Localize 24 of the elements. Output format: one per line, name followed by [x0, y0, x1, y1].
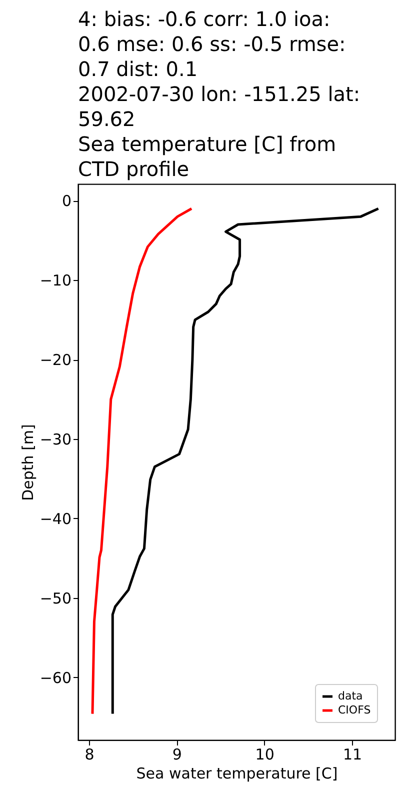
- text: 0.7 dist: 0.1: [78, 57, 198, 81]
- legend-label: data: [338, 690, 363, 702]
- y-tick-label: −50: [40, 589, 72, 608]
- y-tick-label: −30: [40, 430, 72, 448]
- text: 0.6 mse: 0.6 ss: -0.5 rmse:: [78, 32, 346, 56]
- text: 2002-07-30 lon: -151.25 lat:: [78, 82, 360, 106]
- line-series: [91, 207, 193, 716]
- x-tick-label: 11: [342, 746, 362, 764]
- text: Sea temperature [C] from: [78, 132, 336, 156]
- x-tick-label: 10: [255, 746, 274, 764]
- x-tick-label: 9: [172, 746, 182, 764]
- y-tick-label: −40: [40, 510, 72, 528]
- line-series: [111, 207, 380, 716]
- y-tick-label: −20: [40, 351, 72, 370]
- y-tick-label: −60: [40, 668, 72, 687]
- text: 59.62: [78, 107, 136, 131]
- x-tick-label: 8: [84, 746, 94, 764]
- text: CTD profile: [78, 157, 190, 181]
- x-axis-title: Sea water temperature [C]: [136, 764, 338, 782]
- y-tick-label: 0: [62, 192, 72, 210]
- text: 4: bias: -0.6 corr: 1.0 ioa:: [78, 7, 330, 31]
- y-tick-label: −10: [40, 272, 72, 290]
- legend-label: CIOFS: [338, 704, 371, 716]
- y-axis-title: Depth [m]: [18, 424, 37, 501]
